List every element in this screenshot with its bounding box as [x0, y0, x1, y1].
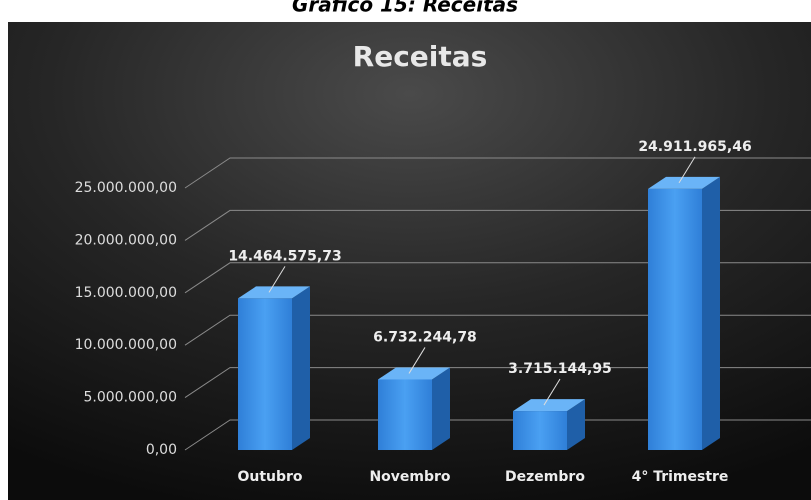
- y-tick-label: 10.000.000,00: [75, 337, 177, 353]
- grid-line: [184, 314, 811, 346]
- leader-line: [678, 156, 696, 184]
- y-tick-label: 20.000.000,00: [75, 232, 177, 248]
- grid-line: [184, 367, 811, 399]
- data-label: 24.911.965,46: [638, 139, 751, 155]
- x-tick-label: Outubro: [237, 469, 302, 485]
- bar-side: [702, 176, 720, 450]
- x-tick-label: Novembro: [369, 469, 450, 485]
- leader-line: [543, 378, 561, 406]
- x-tick-label: Dezembro: [505, 469, 585, 485]
- leader-line: [268, 266, 286, 293]
- chart-title: Receitas: [353, 40, 488, 73]
- bar: [513, 411, 567, 450]
- y-tick-label: 25.000.000,00: [75, 180, 177, 196]
- data-label: 3.715.144,95: [508, 361, 612, 377]
- grid-line: [184, 262, 811, 294]
- y-tick-label: 5.000.000,00: [83, 390, 177, 406]
- bar-side: [292, 286, 310, 450]
- y-tick-label: 0,00: [146, 442, 177, 458]
- caption: Gráfico 15: Receitas: [292, 0, 518, 17]
- bar-top: [238, 286, 310, 299]
- bar: [378, 379, 432, 450]
- bar-top: [648, 176, 720, 189]
- data-label: 14.464.575,73: [228, 248, 341, 264]
- bar: [648, 188, 702, 450]
- grid-line: [184, 419, 811, 451]
- grid-line: [184, 209, 811, 241]
- bar-top: [378, 367, 450, 380]
- leader-line: [408, 347, 426, 374]
- data-label: 6.732.244,78: [373, 329, 477, 345]
- bar: [238, 298, 292, 450]
- x-tick-label: 4° Trimestre: [632, 469, 729, 485]
- bar-top: [513, 399, 585, 412]
- bar-side: [567, 399, 585, 450]
- y-tick-label: 15.000.000,00: [75, 285, 177, 301]
- bar-side: [432, 367, 450, 450]
- grid-line: [184, 157, 811, 189]
